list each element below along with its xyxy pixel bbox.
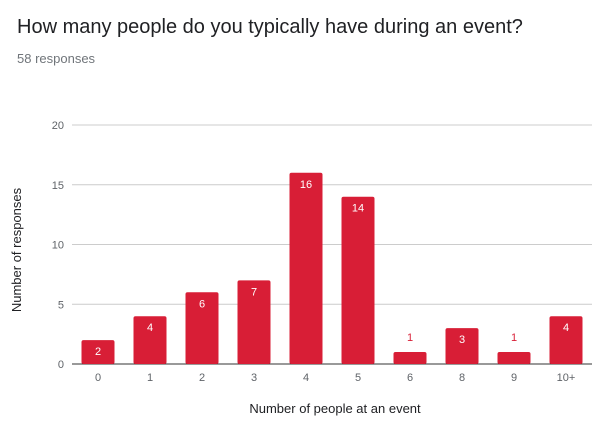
bar (289, 172, 323, 364)
x-tick-label: 2 (199, 372, 205, 384)
x-tick-label: 5 (355, 372, 361, 384)
bar (185, 292, 219, 364)
x-tick-label: 3 (251, 372, 257, 384)
bar-value-label: 4 (563, 322, 569, 334)
y-tick-labels: 0 5 10 15 20 (52, 120, 64, 371)
bar-value-label: 7 (251, 286, 257, 298)
bar (393, 352, 427, 364)
bar (549, 316, 583, 364)
response-count: 58 responses (17, 51, 96, 66)
bar-value-label: 2 (95, 346, 101, 358)
x-tick-label: 10+ (557, 372, 576, 384)
x-tick-label: 8 (459, 372, 465, 384)
bar-value-label: 4 (147, 322, 153, 334)
x-tick-label: 6 (407, 372, 413, 384)
x-axis-title: Number of people at an event (249, 401, 421, 416)
bar-value-label: 1 (511, 332, 517, 344)
bar (445, 328, 479, 364)
bar-value-label: 6 (199, 298, 205, 310)
x-tick-label: 1 (147, 372, 153, 384)
y-tick-label: 0 (58, 359, 64, 371)
y-tick-label: 20 (52, 120, 64, 132)
bar (81, 340, 115, 364)
question-title: How many people do you typically have du… (17, 16, 523, 38)
x-tick-label: 9 (511, 372, 517, 384)
y-axis-title: Number of responses (9, 187, 24, 312)
bar (497, 352, 531, 364)
x-tick-label: 0 (95, 372, 101, 384)
bar (341, 196, 375, 364)
bar-value-label: 3 (459, 334, 465, 346)
x-tick-label: 4 (303, 372, 309, 384)
bar (237, 280, 271, 364)
bar-value-label: 1 (407, 332, 413, 344)
bar (133, 316, 167, 364)
y-tick-label: 10 (52, 240, 64, 252)
bar-value-label: 14 (352, 203, 364, 215)
x-tick-labels: 0 1 2 3 4 5 6 8 9 10+ (95, 372, 575, 384)
y-tick-label: 5 (58, 299, 64, 311)
bars (81, 172, 583, 364)
bar-value-label: 16 (300, 179, 312, 191)
y-tick-label: 15 (52, 180, 64, 192)
